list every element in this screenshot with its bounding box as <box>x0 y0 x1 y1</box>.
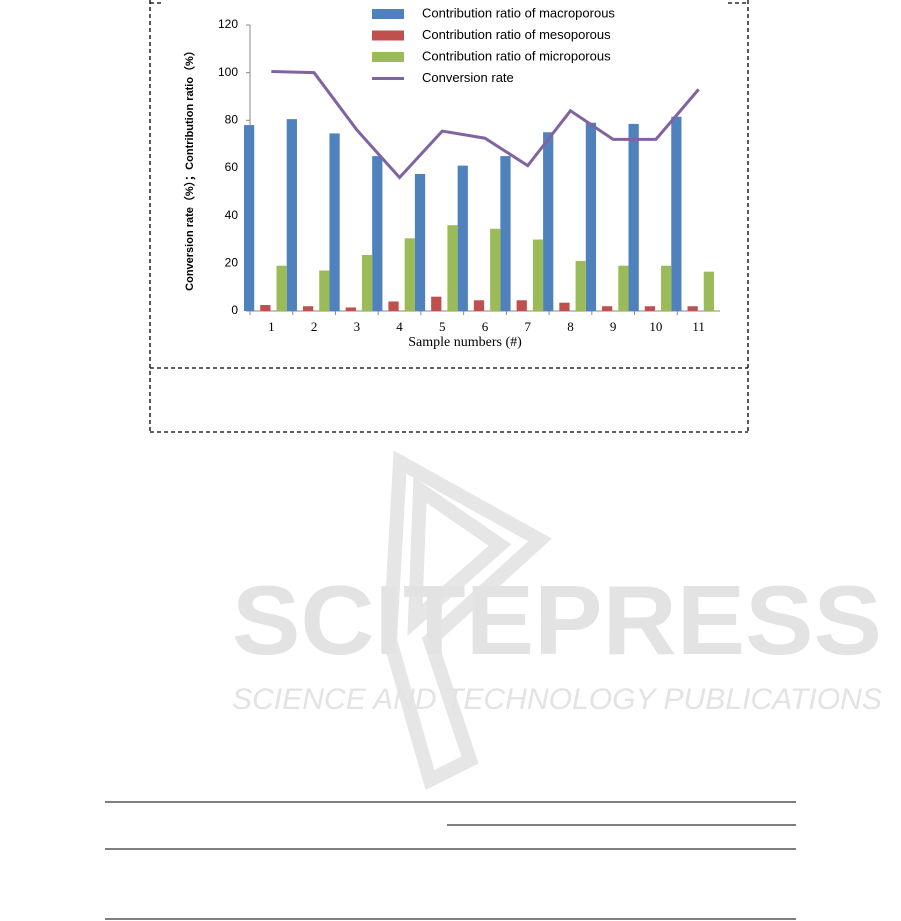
bar <box>457 165 468 311</box>
bar <box>575 260 586 311</box>
bar <box>671 116 682 311</box>
bar <box>260 305 271 311</box>
x-tick-label: 2 <box>311 319 318 334</box>
bar <box>516 300 527 311</box>
bar <box>404 238 415 311</box>
bar <box>661 265 672 311</box>
x-tick-label: 6 <box>482 319 489 334</box>
x-tick-label: 3 <box>354 319 361 334</box>
legend-swatch <box>372 30 404 41</box>
legend-swatch <box>372 9 404 19</box>
bar <box>500 156 511 311</box>
x-tick-label: 10 <box>649 319 662 334</box>
bar <box>329 133 340 311</box>
bar <box>345 307 356 311</box>
bar <box>490 228 501 311</box>
watermark: SCITEPRESS SCIENCE AND TECHNOLOGY PUBLIC… <box>232 450 882 791</box>
watermark-subtitle: SCIENCE AND TECHNOLOGY PUBLICATIONS <box>232 683 882 716</box>
bar <box>447 225 458 311</box>
bar <box>473 300 485 311</box>
bar <box>319 270 330 311</box>
figure-frame <box>149 0 749 433</box>
bar <box>644 306 656 311</box>
chart: 0 20 40 60 80 100 120 1 2 3 4 5 6 7 8 9 10 11 Contribution… <box>218 5 720 334</box>
watermark-logo <box>382 450 552 791</box>
legend-swatch <box>372 52 404 62</box>
watermark-title: SCITEPRESS <box>232 565 882 675</box>
x-tick-label: 1 <box>268 319 275 334</box>
y-tick-label: 60 <box>225 160 239 174</box>
bar <box>618 265 629 311</box>
x-tick-label: 11 <box>692 319 705 334</box>
bar <box>286 119 297 312</box>
y-tick-label: 100 <box>218 65 238 79</box>
bar <box>372 156 383 311</box>
y-tick-label: 120 <box>218 17 238 31</box>
bar <box>431 296 442 311</box>
bar <box>243 125 255 311</box>
y-axis-title: Conversion rate（%）；Contribution ratio（%） <box>183 45 196 291</box>
x-tick-label: 4 <box>396 319 403 334</box>
bar <box>585 122 597 311</box>
x-axis-title: Sample numbers (#) <box>408 335 522 350</box>
bar <box>388 301 399 311</box>
y-tick-label: 20 <box>225 256 239 270</box>
x-tick-label: 5 <box>439 319 446 334</box>
bar <box>302 306 314 311</box>
bar <box>414 173 426 311</box>
y-tick-label: 0 <box>231 303 238 317</box>
bar <box>628 123 639 312</box>
x-tick-label: 7 <box>524 319 531 334</box>
x-tick-label: 8 <box>567 319 574 334</box>
x-tick-label: 9 <box>610 319 617 334</box>
y-tick-label: 40 <box>225 208 239 222</box>
bar <box>543 132 554 311</box>
bar <box>703 271 715 311</box>
bar <box>559 302 570 311</box>
bar <box>687 306 698 311</box>
bar <box>276 265 287 311</box>
y-tick-label: 80 <box>225 113 239 127</box>
legend-label: Contribution ratio of microporous <box>422 48 611 63</box>
line <box>271 69 700 180</box>
legend-label: Contribution ratio of macroporous <box>422 5 615 20</box>
table-rules <box>105 801 796 920</box>
bar <box>532 239 544 311</box>
bar <box>361 254 373 311</box>
legend-label: Conversion rate <box>422 70 514 85</box>
bar <box>602 306 613 311</box>
legend-label: Contribution ratio of mesoporous <box>422 27 611 42</box>
